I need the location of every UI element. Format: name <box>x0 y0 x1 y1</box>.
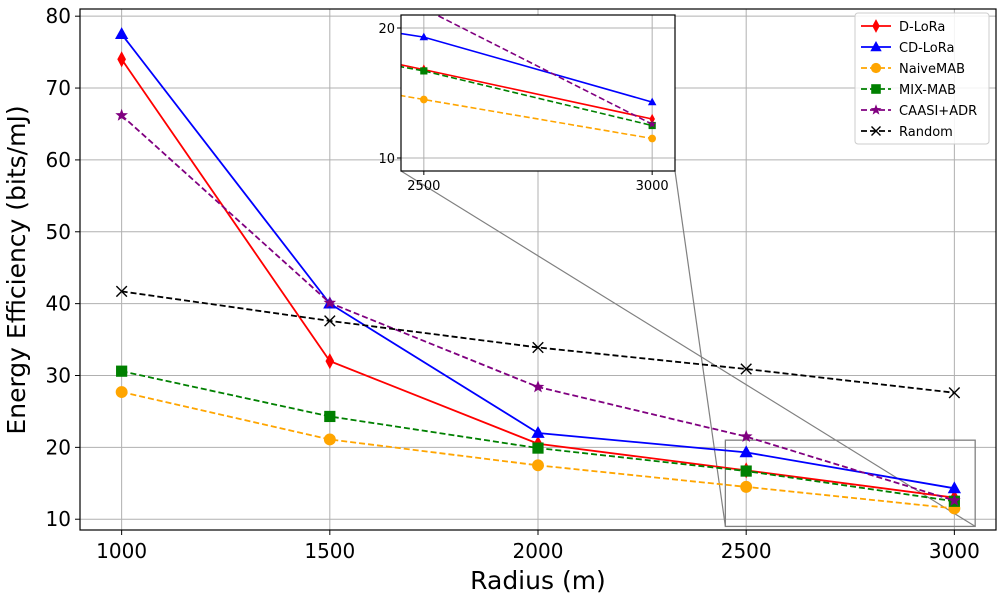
x-tick-label-3000: 3000 <box>929 539 980 563</box>
series-cd-lora <box>114 27 962 494</box>
inset-ticks: 2500 3000 10 20 <box>378 22 668 194</box>
legend-label-random: Random <box>899 125 953 140</box>
point-random-3000 <box>948 386 961 399</box>
legend-item-mix-mab: MIX-MAB <box>861 83 956 98</box>
inset-line-cd-lora <box>401 32 653 103</box>
inset-line-mix-mab <box>401 65 653 127</box>
legend-marker-naivemab <box>870 62 882 74</box>
inset-line-caasi-adr <box>434 15 653 125</box>
x-tick-label-1500: 1500 <box>304 539 355 563</box>
inset-series <box>401 15 657 143</box>
point-caasi-adr-2500 <box>739 429 753 442</box>
series-caasi-adr <box>115 108 961 506</box>
inset-series-cd-lora <box>401 32 657 106</box>
y-tick-label-40: 40 <box>46 292 71 316</box>
inset-point-cd-lora-2500 <box>419 32 429 41</box>
inset-series-naivemab <box>401 94 656 143</box>
x-tick-label-2500: 2500 <box>721 539 772 563</box>
series-line-random <box>121 290 955 394</box>
inset-x-tick-label-3000: 3000 <box>636 179 669 194</box>
legend-item-cd-lora: CD-LoRa <box>861 41 954 56</box>
main-series <box>114 27 962 515</box>
inset-point-naivemab-3000 <box>648 134 656 143</box>
y-tick-label-10: 10 <box>46 507 71 531</box>
legend-marker-random <box>871 126 881 136</box>
legend-label-caasi-adr: CAASI+ADR <box>899 104 977 119</box>
x-axis-title: Radius (m) <box>470 566 606 595</box>
legend-marker-mix-mab <box>871 84 881 94</box>
y-tick-label-70: 70 <box>46 76 71 100</box>
point-d-lora-1500 <box>325 353 335 370</box>
point-d-lora-1000 <box>117 51 126 68</box>
legend-marker-caasi-adr <box>870 104 882 115</box>
point-caasi-adr-1500 <box>323 296 337 309</box>
zoom-region-rect <box>724 439 976 528</box>
zoom-connector-left <box>400 170 976 527</box>
x-tick-label-1000: 1000 <box>96 539 147 563</box>
point-cd-lora-3000 <box>947 481 962 494</box>
point-caasi-adr-2000 <box>531 380 545 393</box>
legend-item-d-lora: D-LoRa <box>861 19 945 35</box>
point-random-2000 <box>532 341 544 354</box>
main-ticks: 1000 1500 2000 2500 3000 10 20 30 40 50 60 70 80 <box>46 4 980 563</box>
point-random-1500 <box>324 315 336 327</box>
point-mix-mab-2000 <box>532 442 544 454</box>
y-axis-title: Energy Efficiency (bits/mJ) <box>2 105 31 434</box>
legend-box <box>854 12 990 145</box>
inset-line-d-lora <box>401 63 653 120</box>
point-cd-lora-2000 <box>531 425 545 438</box>
point-mix-mab-1500 <box>324 410 336 423</box>
legend-label-d-lora: D-LoRa <box>899 20 945 35</box>
legend-items: D-LoRa CD-LoRa NaiveMAB MIX-MAB CAASI+ADR Ran… <box>861 19 977 140</box>
legend-label-cd-lora: CD-LoRa <box>899 41 954 56</box>
point-naivemab-1500 <box>323 433 336 446</box>
inset-x-tick-label-2500: 2500 <box>407 179 440 194</box>
inset-background <box>401 15 675 171</box>
point-random-1000 <box>115 285 128 298</box>
point-caasi-adr-1000 <box>115 108 128 121</box>
y-tick-label-30: 30 <box>46 363 71 387</box>
legend-label-naivemab: NaiveMAB <box>899 62 965 77</box>
point-caasi-adr-3000 <box>948 493 961 506</box>
inset-point-d-lora-3000 <box>649 113 655 125</box>
inset-line-naivemab <box>401 94 653 140</box>
point-naivemab-2000 <box>532 459 544 472</box>
legend-item-random: Random <box>861 125 953 140</box>
x-tick-label-2000: 2000 <box>513 539 564 563</box>
inset-y-tick-label-20: 20 <box>378 22 395 37</box>
point-cd-lora-1000 <box>114 27 129 40</box>
y-tick-label-80: 80 <box>46 4 71 28</box>
point-random-2500 <box>740 363 752 375</box>
inset-point-cd-lora-3000 <box>647 97 657 106</box>
legend-item-naivemab: NaiveMAB <box>861 62 965 77</box>
inset-point-naivemab-2500 <box>420 95 428 104</box>
point-cd-lora-2500 <box>739 445 753 458</box>
series-random <box>115 285 961 399</box>
point-naivemab-2500 <box>740 480 753 493</box>
y-tick-label-50: 50 <box>46 220 71 244</box>
point-mix-mab-2500 <box>740 465 752 477</box>
inset-grid <box>401 15 675 171</box>
point-naivemab-1000 <box>115 386 128 398</box>
inset-y-tick-label-10: 10 <box>378 152 395 167</box>
y-tick-label-20: 20 <box>46 435 71 459</box>
point-mix-mab-1000 <box>116 365 128 377</box>
legend-label-mix-mab: MIX-MAB <box>899 83 956 98</box>
legend-item-caasi-adr: CAASI+ADR <box>861 104 977 119</box>
inset-point-mix-mab-2500 <box>420 67 428 75</box>
legend: D-LoRa CD-LoRa NaiveMAB MIX-MAB CAASI+ADR Ran… <box>854 12 990 145</box>
legend-marker-cd-lora <box>870 41 882 52</box>
inset-point-caasi-adr-3000 <box>648 119 657 128</box>
inset-zoom-panel: 2500 3000 10 20 <box>378 14 676 194</box>
inset-frame <box>400 14 676 172</box>
inset-series-caasi-adr <box>434 15 657 128</box>
legend-marker-d-lora <box>872 19 880 33</box>
y-tick-label-60: 60 <box>46 148 71 172</box>
